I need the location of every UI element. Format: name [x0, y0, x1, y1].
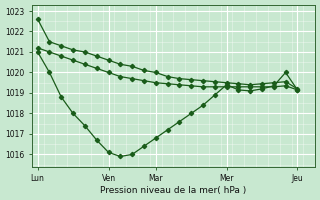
- X-axis label: Pression niveau de la mer( hPa ): Pression niveau de la mer( hPa ): [100, 186, 247, 195]
